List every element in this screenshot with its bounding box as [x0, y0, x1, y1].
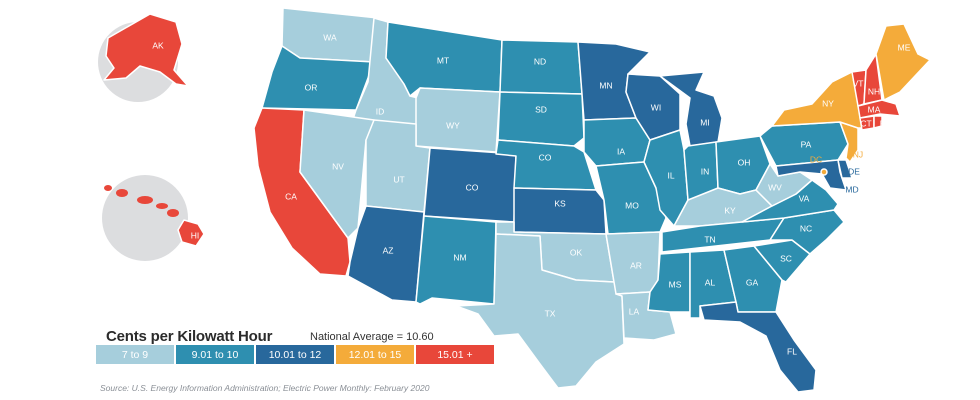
label-ri: RI — [880, 118, 889, 128]
label-de: DE — [848, 166, 860, 176]
state-sd[interactable] — [497, 91, 585, 147]
state-ri[interactable] — [873, 115, 883, 129]
state-nd[interactable] — [499, 39, 583, 95]
label-ny: NY — [822, 98, 834, 108]
label-az: AZ — [383, 245, 394, 255]
label-mo: MO — [625, 200, 639, 210]
hawaii-inset-circle — [102, 175, 188, 261]
label-nm: NM — [453, 252, 466, 262]
hawaii-island-niihau — [104, 185, 112, 191]
label-in: IN — [701, 166, 710, 176]
state-tx[interactable] — [455, 233, 625, 389]
state-mi[interactable] — [659, 71, 723, 147]
label-ct: CT — [860, 118, 871, 128]
state-me[interactable] — [875, 23, 931, 101]
state-ak[interactable] — [103, 13, 189, 87]
label-nh: NH — [868, 86, 880, 96]
label-il: IL — [667, 170, 674, 180]
source-note: Source: U.S. Energy Information Administ… — [100, 383, 430, 393]
label-wi: WI — [651, 102, 661, 112]
label-al: AL — [705, 277, 716, 287]
hawaii-island-oahu — [137, 196, 153, 204]
legend-bin-label: 9.01 to 10 — [191, 348, 239, 361]
label-nd: ND — [534, 56, 546, 66]
label-co: CO — [466, 182, 479, 192]
label-fl: FL — [787, 346, 797, 356]
label-ma: MA — [868, 104, 881, 114]
state-ks[interactable] — [513, 187, 607, 235]
label-wa: WA — [323, 32, 337, 42]
label-mn: MN — [599, 80, 612, 90]
label-or: OR — [305, 82, 318, 92]
state-hi-group — [104, 185, 205, 247]
state-fl[interactable] — [699, 301, 817, 393]
label-ut: UT — [393, 174, 404, 184]
label-ms: MS — [669, 279, 682, 289]
label-la: LA — [629, 306, 640, 316]
legend-bin-label: 15.01 + — [437, 348, 473, 361]
legend-bin-10-to-12: 10.01 to 12 — [256, 345, 334, 364]
state-de[interactable] — [837, 159, 853, 179]
label-dc: DC — [810, 154, 822, 164]
legend-bin-label: 7 to 9 — [121, 348, 149, 361]
label-vt: VT — [853, 78, 864, 88]
legend-bin-label: 12.01 to 15 — [348, 348, 402, 361]
label-nc: NC — [800, 223, 812, 233]
label-sd: SD — [535, 104, 547, 114]
label-me: ME — [898, 42, 911, 52]
label-hi: HI — [191, 230, 200, 240]
label-ia: IA — [617, 146, 625, 156]
label-ne: CO — [539, 152, 552, 162]
legend-bin-label: 10.01 to 12 — [268, 348, 322, 361]
label-wv: WV — [768, 182, 782, 192]
label-ar: AR — [630, 260, 642, 270]
legend-title: Cents per Kilowatt Hour — [106, 328, 273, 345]
state-labels: AK HI WA OR CA ID NV MT WY UT AZ CO NM N… — [152, 32, 910, 356]
label-ks: KS — [554, 198, 566, 208]
national-average: National Average = 10.60 — [310, 331, 434, 343]
label-nj: NJ — [853, 149, 863, 159]
legend-bin-7-to-9: 7 to 9 — [96, 345, 174, 364]
legend-bin-9-to-10: 9.01 to 10 — [176, 345, 254, 364]
legend-bin-15-plus: 15.01 + — [416, 345, 494, 364]
hawaii-island-kauai — [116, 189, 128, 197]
label-mt: MT — [437, 55, 449, 65]
label-va: VA — [799, 193, 810, 203]
label-ky: KY — [724, 205, 736, 215]
legend-bin-12-to-15: 12.01 to 15 — [336, 345, 414, 364]
label-ok: OK — [570, 247, 583, 257]
label-mi: MI — [700, 117, 709, 127]
label-ca: CA — [285, 191, 297, 201]
label-pa: PA — [801, 139, 812, 149]
label-sc: SC — [780, 253, 792, 263]
label-wy: WY — [446, 120, 460, 130]
label-md: MD — [845, 184, 858, 194]
state-dc[interactable] — [820, 168, 828, 176]
hawaii-island-molokai — [156, 203, 168, 209]
state-wy[interactable] — [415, 87, 501, 153]
label-id: ID — [376, 106, 385, 116]
label-ak: AK — [152, 40, 164, 50]
legend: 7 to 9 9.01 to 10 10.01 to 12 12.01 to 1… — [96, 345, 494, 364]
state-wv[interactable] — [755, 163, 813, 207]
label-nv: NV — [332, 161, 344, 171]
state-sc[interactable] — [753, 239, 811, 283]
label-tx: TX — [545, 308, 556, 318]
label-ga: GA — [746, 277, 759, 287]
hawaii-island-maui — [167, 209, 179, 217]
label-tn: TN — [704, 234, 715, 244]
state-hi[interactable] — [177, 219, 205, 247]
label-oh: OH — [738, 157, 751, 167]
